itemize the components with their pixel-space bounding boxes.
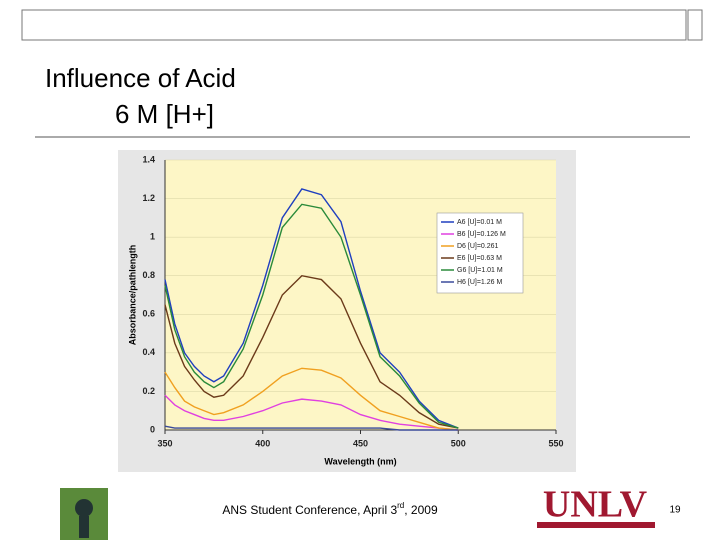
legend-label: H6 [U]=1.26 M xyxy=(457,279,502,286)
y-tick-label: 0 xyxy=(150,424,155,434)
logo-left xyxy=(60,488,108,540)
footer-text: , 2009 xyxy=(404,503,438,517)
logo-bar xyxy=(537,522,655,528)
legend-label: D6 [U]=0.261 xyxy=(457,243,499,250)
y-tick-label: 1.4 xyxy=(142,154,155,164)
x-tick-label: 350 xyxy=(157,438,172,448)
x-tick-label: 450 xyxy=(353,438,368,448)
y-axis-label: Absorbance/pathlength xyxy=(127,245,137,346)
series-line xyxy=(164,203,459,429)
legend-box xyxy=(436,212,524,294)
footer: ANS Student Conference, April 3rd, 2009 xyxy=(222,501,438,517)
logo-text: UNLV xyxy=(543,484,648,526)
series-line xyxy=(164,188,459,429)
x-axis-label: Wavelength (nm) xyxy=(324,456,396,466)
legend-label: G6 [U]=1.01 M xyxy=(457,267,503,274)
title: 6 M [H+] xyxy=(115,99,214,129)
legend-label: A6 [U]=0.01 M xyxy=(457,219,502,226)
header-square xyxy=(687,9,703,41)
footer-text: ANS Student Conference, April 3 xyxy=(222,503,397,517)
y-tick-label: 0.8 xyxy=(142,270,155,280)
y-tick-label: 1 xyxy=(150,232,155,242)
x-tick-label: 550 xyxy=(548,438,563,448)
series-line xyxy=(164,367,459,431)
series-line xyxy=(164,274,459,429)
x-tick-label: 400 xyxy=(255,438,270,448)
series-line xyxy=(164,425,459,431)
header-bar xyxy=(21,9,687,41)
y-tick-label: 0.6 xyxy=(142,309,155,319)
y-tick-label: 1.2 xyxy=(142,193,155,203)
page-number: 19 xyxy=(669,505,681,516)
y-tick-label: 0.4 xyxy=(142,347,155,357)
title: Influence of Acid xyxy=(45,63,236,93)
x-tick-label: 500 xyxy=(451,438,466,448)
footer-sup: rd xyxy=(397,501,404,510)
y-tick-label: 0.2 xyxy=(142,386,155,396)
legend-label: E6 [U]=0.63 M xyxy=(457,255,502,262)
legend-label: B6 [U]=0.126 M xyxy=(457,231,506,238)
series-line xyxy=(164,394,459,431)
